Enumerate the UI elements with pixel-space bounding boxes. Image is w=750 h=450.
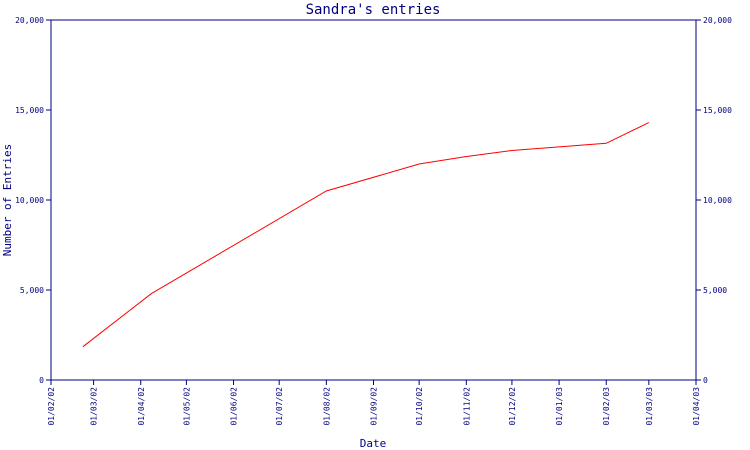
x-tick-label: 01/07/02: [275, 387, 284, 426]
y-axis-ticks: 0 0 5,000 5,000 10,000 10,000 15,000 15,000 20,0…: [15, 16, 732, 385]
x-tick-label: 01/03/03: [645, 387, 654, 426]
series-group: [82, 122, 650, 348]
y-tick-label-left: 0: [39, 376, 44, 385]
x-tick-label: 01/05/02: [182, 387, 191, 426]
x-tick-label: 01/08/02: [322, 387, 331, 426]
chart-title: Sandra's entries: [306, 2, 441, 18]
y-tick-label-left: 15,000: [15, 106, 44, 115]
x-axis-ticks: 01/02/02 01/03/02 01/04/02 01/05/02 01/06/02…: [47, 380, 701, 426]
y-tick-label-right: 10,000: [703, 196, 732, 205]
y-tick-label-right: 0: [703, 376, 708, 385]
x-axis-label: Date: [360, 437, 387, 450]
x-tick-label: 01/04/02: [137, 387, 146, 426]
plot-area-frame: [50, 19, 697, 381]
x-tick-label: 01/03/02: [90, 387, 99, 426]
y-tick-label-right: 5,000: [703, 286, 727, 295]
y-axis-label: Number of Entries: [1, 144, 14, 257]
x-tick-label: 01/10/02: [415, 387, 424, 426]
x-tick-label: 01/09/02: [370, 387, 379, 426]
y-tick-label-right: 15,000: [703, 106, 732, 115]
series-line: [82, 122, 650, 348]
x-tick-label: 01/02/03: [602, 387, 611, 426]
x-tick-label: 01/01/03: [555, 387, 564, 426]
y-tick-label-left: 5,000: [20, 286, 44, 295]
x-tick-label: 01/06/02: [230, 387, 239, 426]
x-tick-label: 01/04/03: [692, 387, 701, 426]
x-tick-label: 01/02/02: [47, 387, 56, 426]
x-tick-label: 01/12/02: [508, 387, 517, 426]
y-tick-label-left: 10,000: [15, 196, 44, 205]
x-tick-label: 01/11/02: [462, 387, 471, 426]
y-tick-label-right: 20,000: [703, 16, 732, 25]
y-tick-label-left: 20,000: [15, 16, 44, 25]
